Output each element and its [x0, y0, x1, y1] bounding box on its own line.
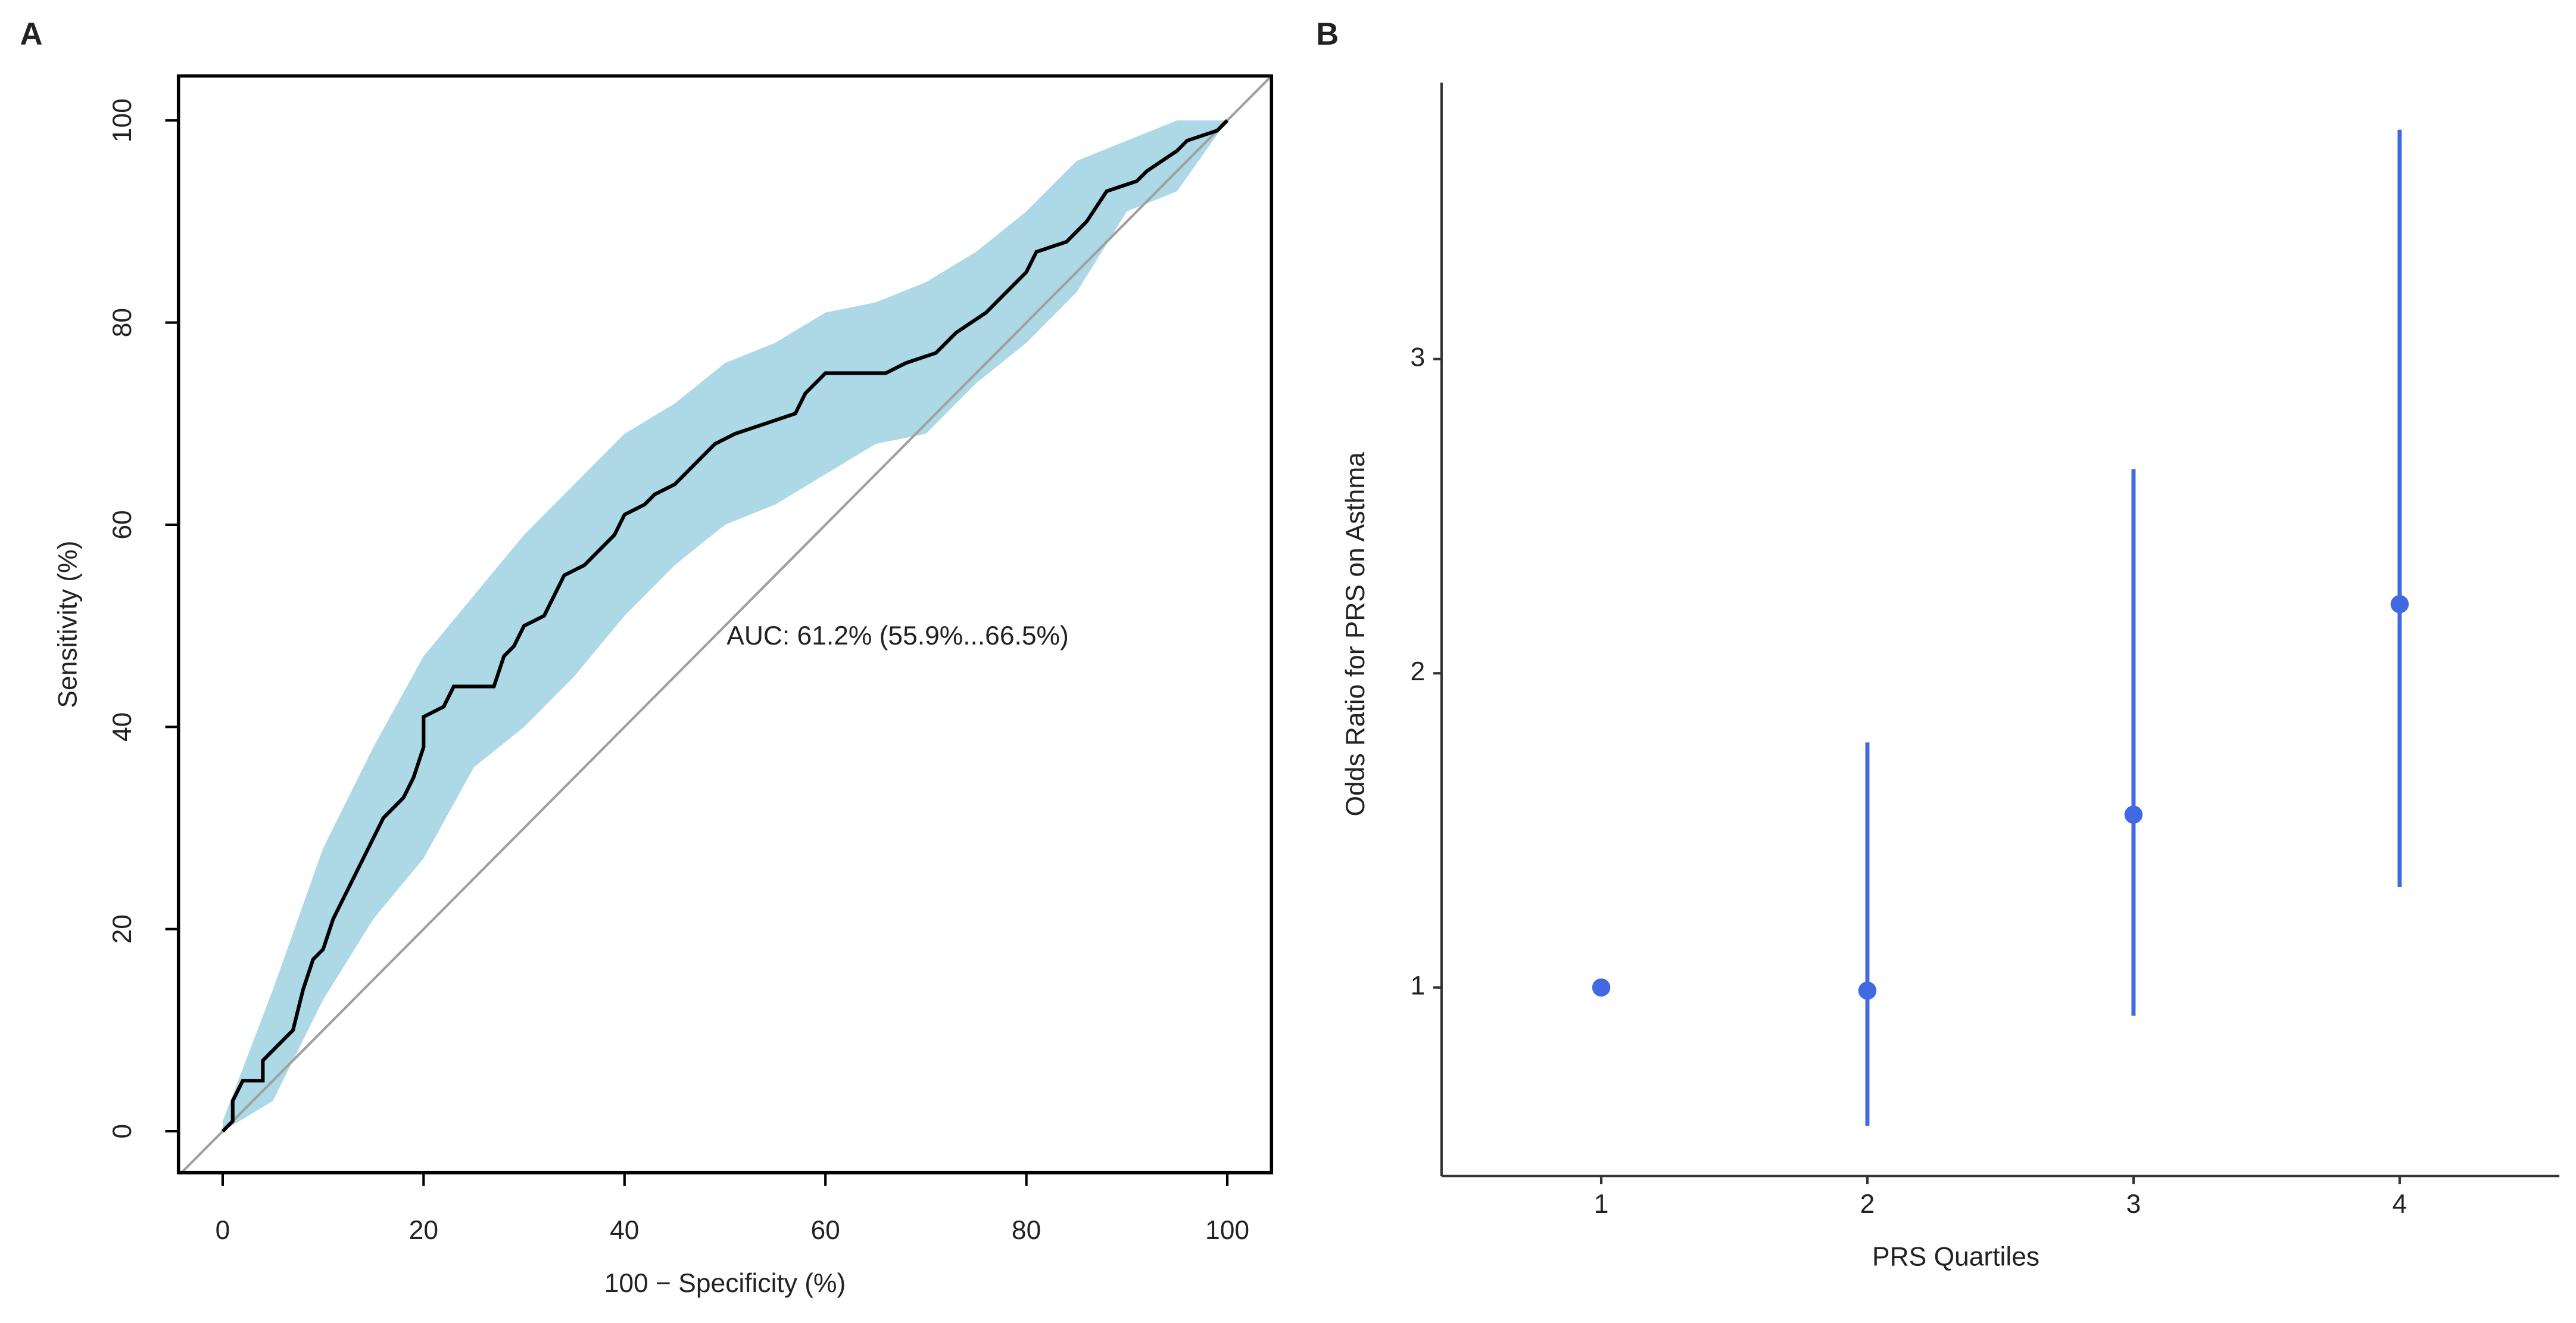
point — [1592, 978, 1611, 997]
y-tick-label: 100 — [108, 98, 137, 142]
x-tick-label: 1 — [1594, 1190, 1609, 1219]
y-tick-label: 1 — [1410, 971, 1425, 1000]
reference-diagonal — [180, 75, 1273, 1174]
y-tick-label: 80 — [108, 308, 137, 337]
x-axis-label: PRS Quartiles — [1872, 1243, 2039, 1272]
y-tick-label: 2 — [1410, 657, 1425, 686]
x-tick-label: 3 — [2126, 1190, 2141, 1219]
y-axis-label: Odds Ratio for PRS on Asthma — [1341, 452, 1370, 817]
x-tick-label: 4 — [2393, 1190, 2407, 1219]
y-axis-label: Sensitivity (%) — [53, 541, 82, 708]
y-tick-label: 0 — [108, 1124, 137, 1139]
x-tick-label: 100 — [1205, 1216, 1249, 1245]
x-tick-label: 20 — [409, 1216, 438, 1245]
panel-label: B — [1316, 17, 1339, 52]
annotation: AUC: 61.2% (55.9%...66.5%) — [726, 621, 1068, 650]
roc-curve — [221, 119, 1229, 1133]
y-tick-label: 20 — [108, 914, 137, 944]
x-axis-label: 100 − Specificity (%) — [604, 1269, 846, 1298]
y-tick-label: 60 — [108, 510, 137, 539]
panel-label: A — [20, 17, 43, 52]
x-tick-label: 0 — [216, 1216, 230, 1245]
y-tick-label: 40 — [108, 712, 137, 742]
x-tick-label: 80 — [1012, 1216, 1041, 1245]
x-tick-label: 60 — [811, 1216, 840, 1245]
point — [2390, 594, 2409, 614]
x-tick-label: 40 — [610, 1216, 639, 1245]
point — [1858, 981, 1877, 1000]
x-tick-label: 2 — [1860, 1190, 1875, 1219]
y-tick-label: 3 — [1410, 343, 1425, 372]
point — [2124, 805, 2143, 824]
